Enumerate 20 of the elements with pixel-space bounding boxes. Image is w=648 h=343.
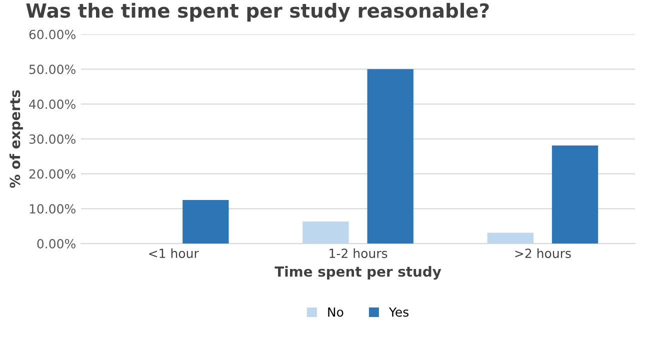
y-tick-label: 30.00% bbox=[29, 134, 76, 144]
bar bbox=[487, 232, 534, 244]
bar bbox=[552, 146, 598, 244]
x-tick-label: >2 hours bbox=[515, 248, 571, 258]
y-tick-label: 40.00% bbox=[29, 100, 76, 109]
y-tick-label: 50.00% bbox=[29, 64, 76, 74]
chart-title: Was the time spent per study reasonable? bbox=[26, 2, 489, 22]
y-tick-label: 10.00% bbox=[30, 204, 76, 214]
bar bbox=[182, 200, 229, 244]
y-tick-label: 0.00% bbox=[37, 239, 76, 248]
x-tick-label: <1 hour bbox=[149, 248, 199, 258]
x-tick-label: 1-2 hours bbox=[330, 248, 388, 258]
legend-label: No bbox=[328, 307, 344, 317]
legend-label: Yes bbox=[388, 307, 408, 317]
bar bbox=[367, 69, 414, 244]
y-tick-label: 60.00% bbox=[29, 30, 76, 40]
x-axis-title: Time spent per study bbox=[274, 266, 442, 280]
bar bbox=[302, 222, 349, 244]
y-axis-title: % of experts bbox=[9, 90, 23, 188]
y-tick-label: 20.00% bbox=[29, 169, 76, 179]
